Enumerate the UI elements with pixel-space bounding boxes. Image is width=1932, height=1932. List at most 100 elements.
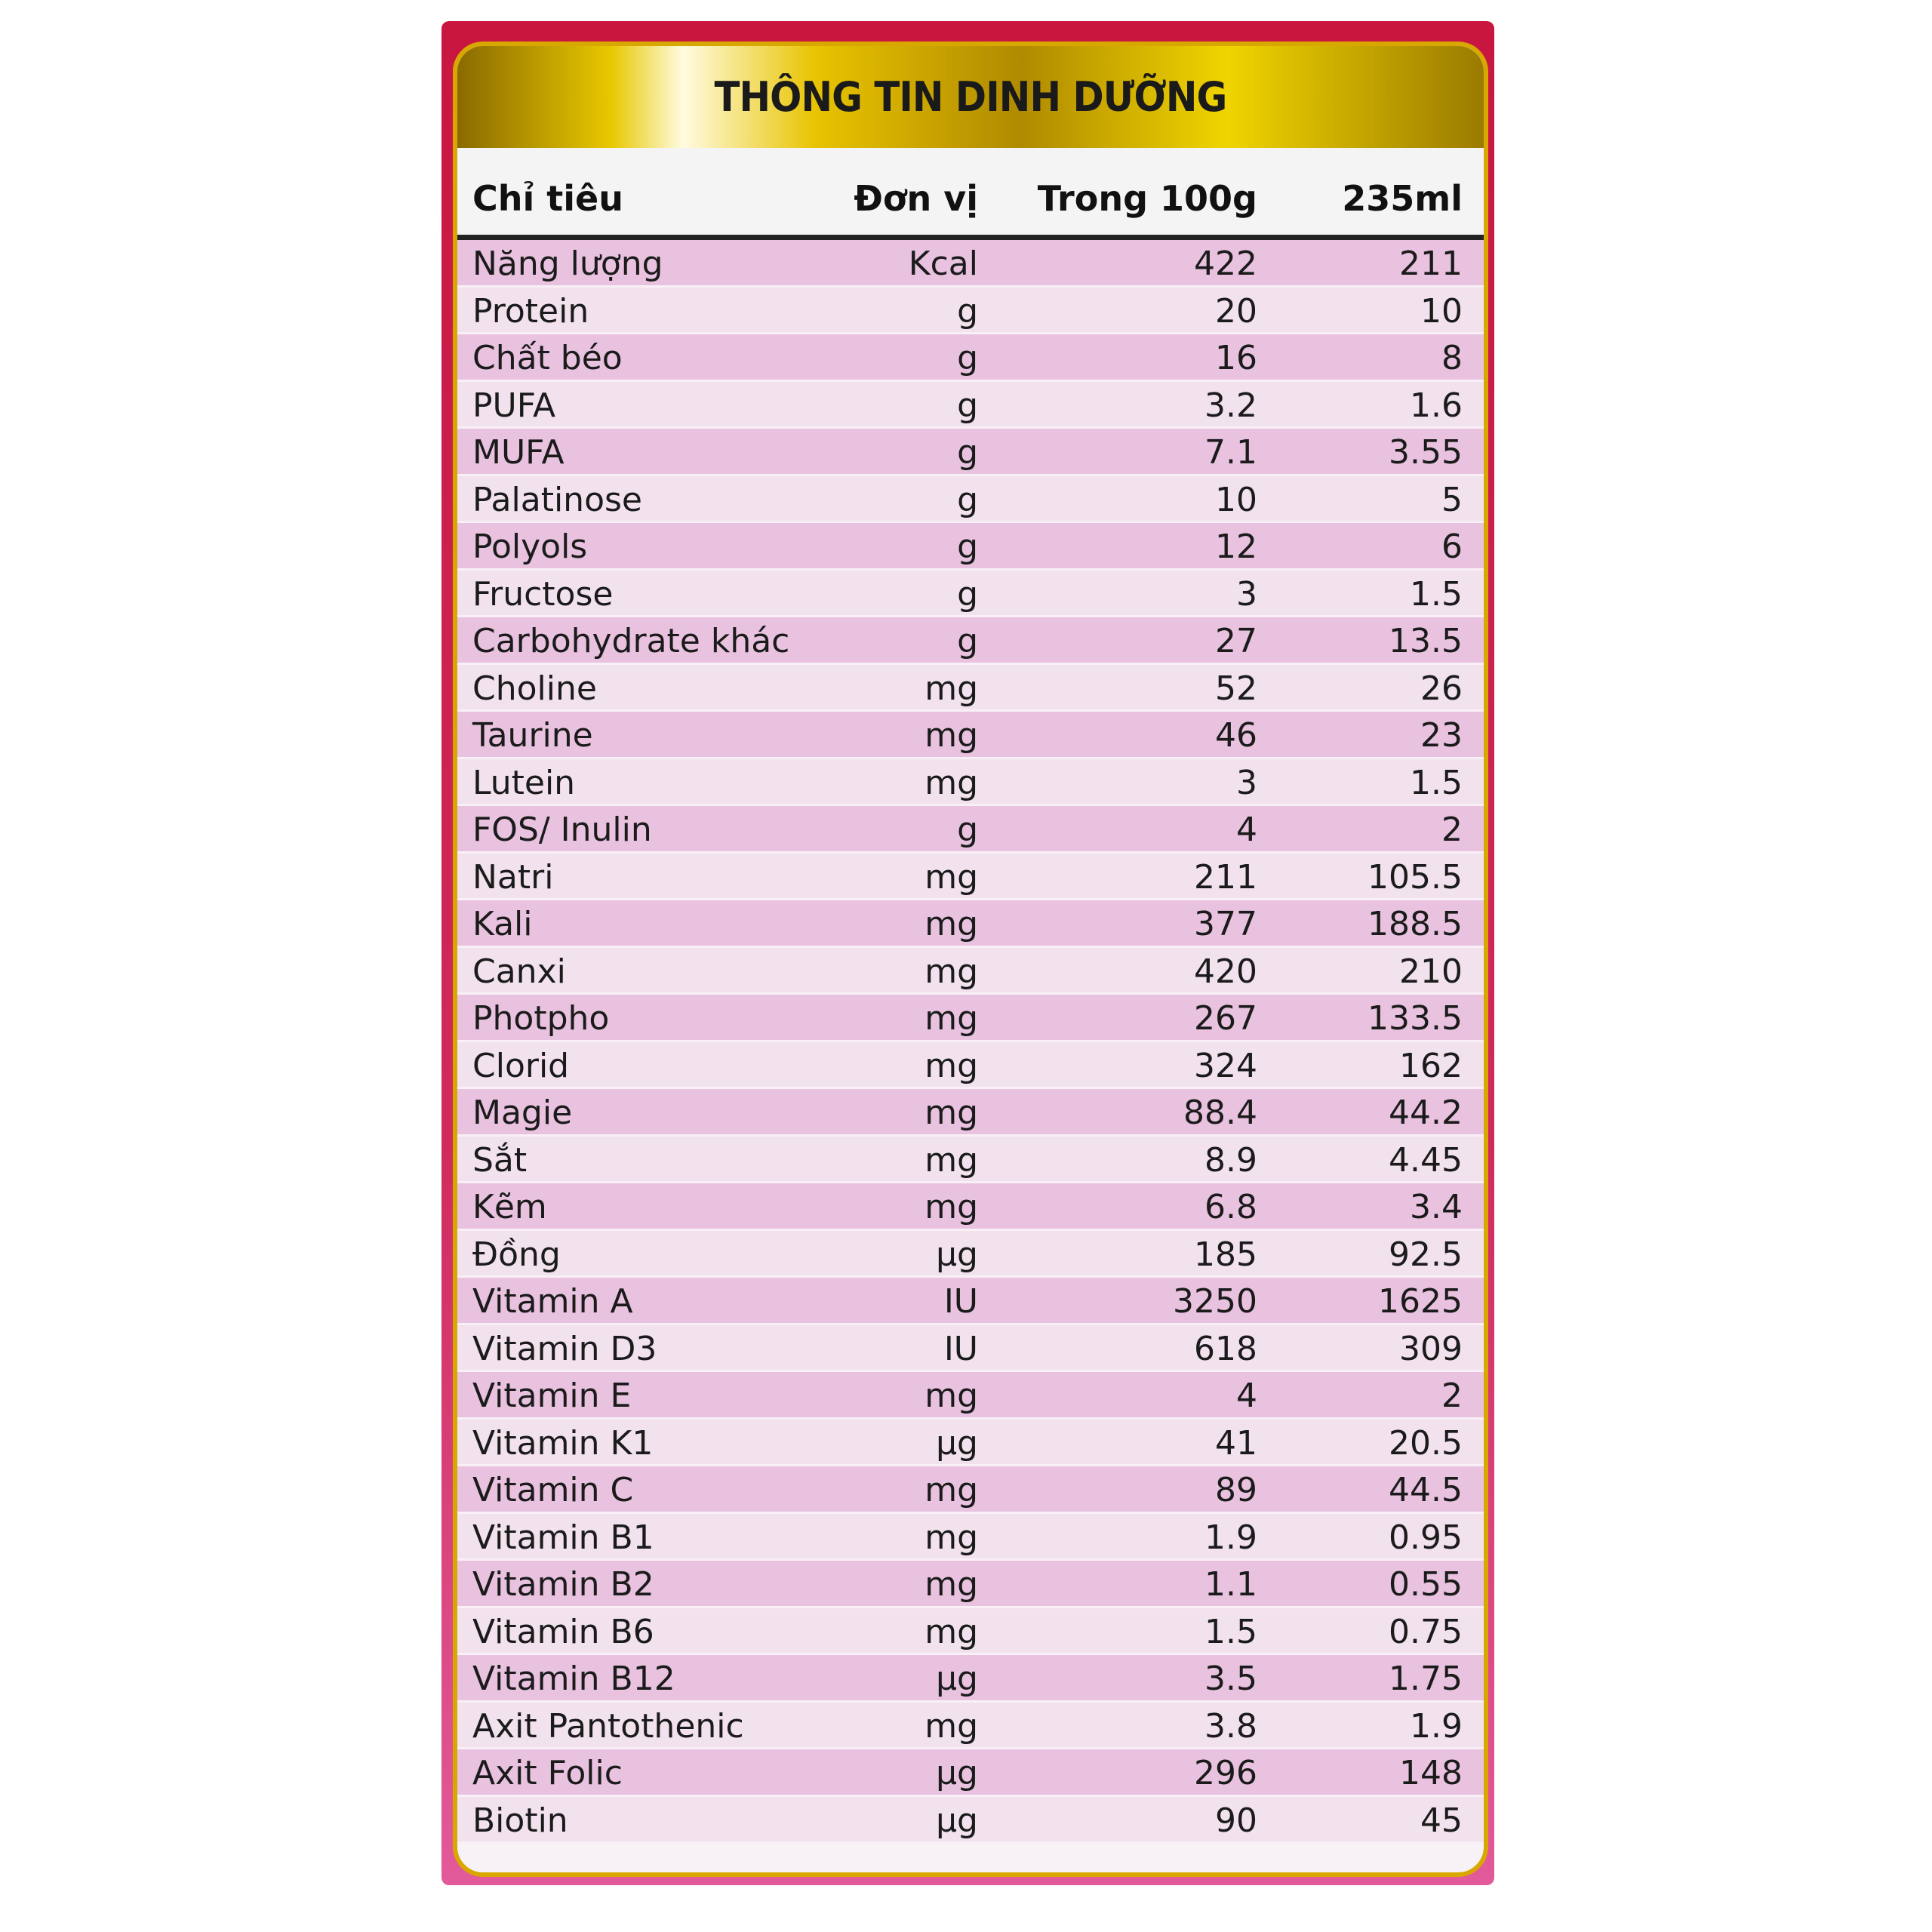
table-row: Kali mg 377 188.5: [457, 900, 1484, 948]
table-row: Vitamin B6 mg 1.5 0.75: [457, 1607, 1484, 1655]
cell-per235ml: 1.5: [1410, 574, 1463, 614]
table-row: Choline mg 52 26: [457, 664, 1484, 712]
cell-unit: mg: [924, 1046, 978, 1085]
column-per100g: Trong 100g: [1037, 178, 1257, 219]
cell-per100g: 88.4: [1183, 1094, 1257, 1132]
cell-name: MUFA: [472, 433, 565, 472]
table-row: Vitamin B1 mg 1.9 0.95: [457, 1513, 1484, 1561]
table-row: Vitamin D3 IU 618 309: [457, 1324, 1484, 1372]
cell-per100g: 1.9: [1204, 1518, 1257, 1557]
cell-per235ml: 148: [1399, 1754, 1463, 1792]
table-row: Vitamin C mg 89 44.5: [457, 1466, 1484, 1514]
cell-per235ml: 92.5: [1389, 1235, 1463, 1274]
cell-per235ml: 44.2: [1389, 1094, 1463, 1132]
cell-name: Vitamin A: [472, 1282, 633, 1321]
table-row: FOS/ Inulin g 4 2: [457, 806, 1484, 854]
cell-unit: mg: [924, 999, 978, 1038]
cell-name: Vitamin E: [472, 1377, 632, 1415]
cell-name: FOS/ Inulin: [472, 811, 652, 849]
cell-per100g: 296: [1194, 1754, 1257, 1792]
cell-name: Vitamin B2: [472, 1565, 654, 1604]
cell-per100g: 10: [1215, 480, 1257, 519]
cell-per235ml: 26: [1420, 669, 1463, 708]
cell-per100g: 16: [1215, 339, 1257, 377]
cell-unit: mg: [924, 669, 978, 708]
cell-per100g: 3.8: [1204, 1706, 1257, 1746]
cell-unit: µg: [936, 1660, 978, 1698]
cell-unit: mg: [924, 1188, 978, 1226]
cell-name: Vitamin B1: [472, 1518, 654, 1557]
cell-name: Axit Pantothenic: [472, 1706, 744, 1746]
cell-unit: mg: [924, 857, 978, 897]
table-row: Carbohydrate khác g 27 13.5: [457, 617, 1484, 665]
cell-name: Carbohydrate khác: [472, 622, 790, 660]
cell-unit: g: [957, 811, 978, 849]
cell-per235ml: 45: [1420, 1801, 1463, 1840]
cell-unit: g: [957, 291, 978, 331]
table-row: Canxi mg 420 210: [457, 947, 1484, 995]
table-row: Vitamin B12 µg 3.5 1.75: [457, 1655, 1484, 1703]
cell-per235ml: 4.45: [1389, 1140, 1463, 1180]
cell-unit: mg: [924, 1094, 978, 1132]
cell-name: Biotin: [472, 1801, 568, 1840]
cell-per100g: 7.1: [1204, 433, 1257, 472]
cell-per100g: 3.5: [1204, 1660, 1257, 1698]
cell-name: Sắt: [472, 1140, 528, 1180]
cell-per235ml: 3.4: [1410, 1188, 1463, 1226]
column-per235ml: 235ml: [1342, 178, 1463, 219]
cell-per100g: 20: [1215, 291, 1257, 331]
table-row: Sắt mg 8.9 4.45: [457, 1136, 1484, 1183]
cell-unit: mg: [924, 1377, 978, 1415]
cell-per235ml: 2: [1441, 1377, 1463, 1415]
cell-unit: µg: [936, 1754, 978, 1792]
cell-name: Polyols: [472, 528, 588, 566]
cell-per100g: 8.9: [1204, 1140, 1257, 1180]
cell-name: Taurine: [472, 716, 593, 755]
table-row: Lutein mg 3 1.5: [457, 758, 1484, 806]
panel-title: THÔNG TIN DINH DƯỠNG: [714, 73, 1228, 121]
cell-unit: Kcal: [908, 245, 978, 283]
cell-unit: µg: [936, 1423, 978, 1463]
cell-per235ml: 2: [1441, 811, 1463, 849]
cell-name: Kẽm: [472, 1188, 547, 1226]
cell-per100g: 3: [1236, 763, 1257, 802]
cell-name: Natri: [472, 857, 554, 897]
cell-per235ml: 1625: [1378, 1282, 1463, 1321]
nutrition-panel: THÔNG TIN DINH DƯỠNG Chỉ tiêu Đơn vị Tro…: [453, 42, 1488, 1877]
cell-unit: mg: [924, 1706, 978, 1746]
cell-per235ml: 23: [1420, 716, 1463, 755]
cell-per100g: 90: [1215, 1801, 1257, 1840]
cell-name: Choline: [472, 669, 597, 708]
cell-per100g: 3: [1236, 574, 1257, 614]
cell-unit: mg: [924, 716, 978, 755]
cell-per235ml: 13.5: [1389, 622, 1463, 660]
cell-per235ml: 1.5: [1410, 763, 1463, 802]
cell-unit: mg: [924, 952, 978, 991]
table-row: Vitamin A IU 3250 1625: [457, 1278, 1484, 1325]
cell-per235ml: 0.55: [1389, 1565, 1463, 1604]
cell-per235ml: 8: [1441, 339, 1463, 377]
cell-per100g: 211: [1194, 857, 1257, 897]
cell-per100g: 1.1: [1204, 1565, 1257, 1604]
table-row: Clorid mg 324 162: [457, 1041, 1484, 1089]
cell-name: Protein: [472, 291, 589, 331]
table-row: Palatinose g 10 5: [457, 475, 1484, 523]
cell-unit: g: [957, 528, 978, 566]
nutrition-table: Năng lượng Kcal 422 211 Protein g 20 10 Chất béo…: [457, 240, 1484, 1844]
cell-per235ml: 188.5: [1367, 905, 1463, 943]
cell-per235ml: 0.75: [1389, 1612, 1463, 1651]
cell-name: Axit Folic: [472, 1754, 623, 1792]
table-row: Đồng µg 185 92.5: [457, 1230, 1484, 1278]
cell-name: Lutein: [472, 763, 576, 802]
cell-per100g: 377: [1194, 905, 1257, 943]
column-unit: Đơn vị: [854, 178, 978, 219]
cell-name: Vitamin C: [472, 1471, 634, 1509]
cell-unit: IU: [943, 1329, 978, 1368]
cell-per100g: 324: [1194, 1046, 1257, 1085]
cell-unit: g: [957, 622, 978, 660]
cell-name: Vitamin B12: [472, 1660, 675, 1698]
table-row: Polyols g 12 6: [457, 523, 1484, 571]
cell-per235ml: 5: [1441, 480, 1463, 519]
cell-unit: g: [957, 433, 978, 472]
cell-per100g: 4: [1236, 811, 1257, 849]
